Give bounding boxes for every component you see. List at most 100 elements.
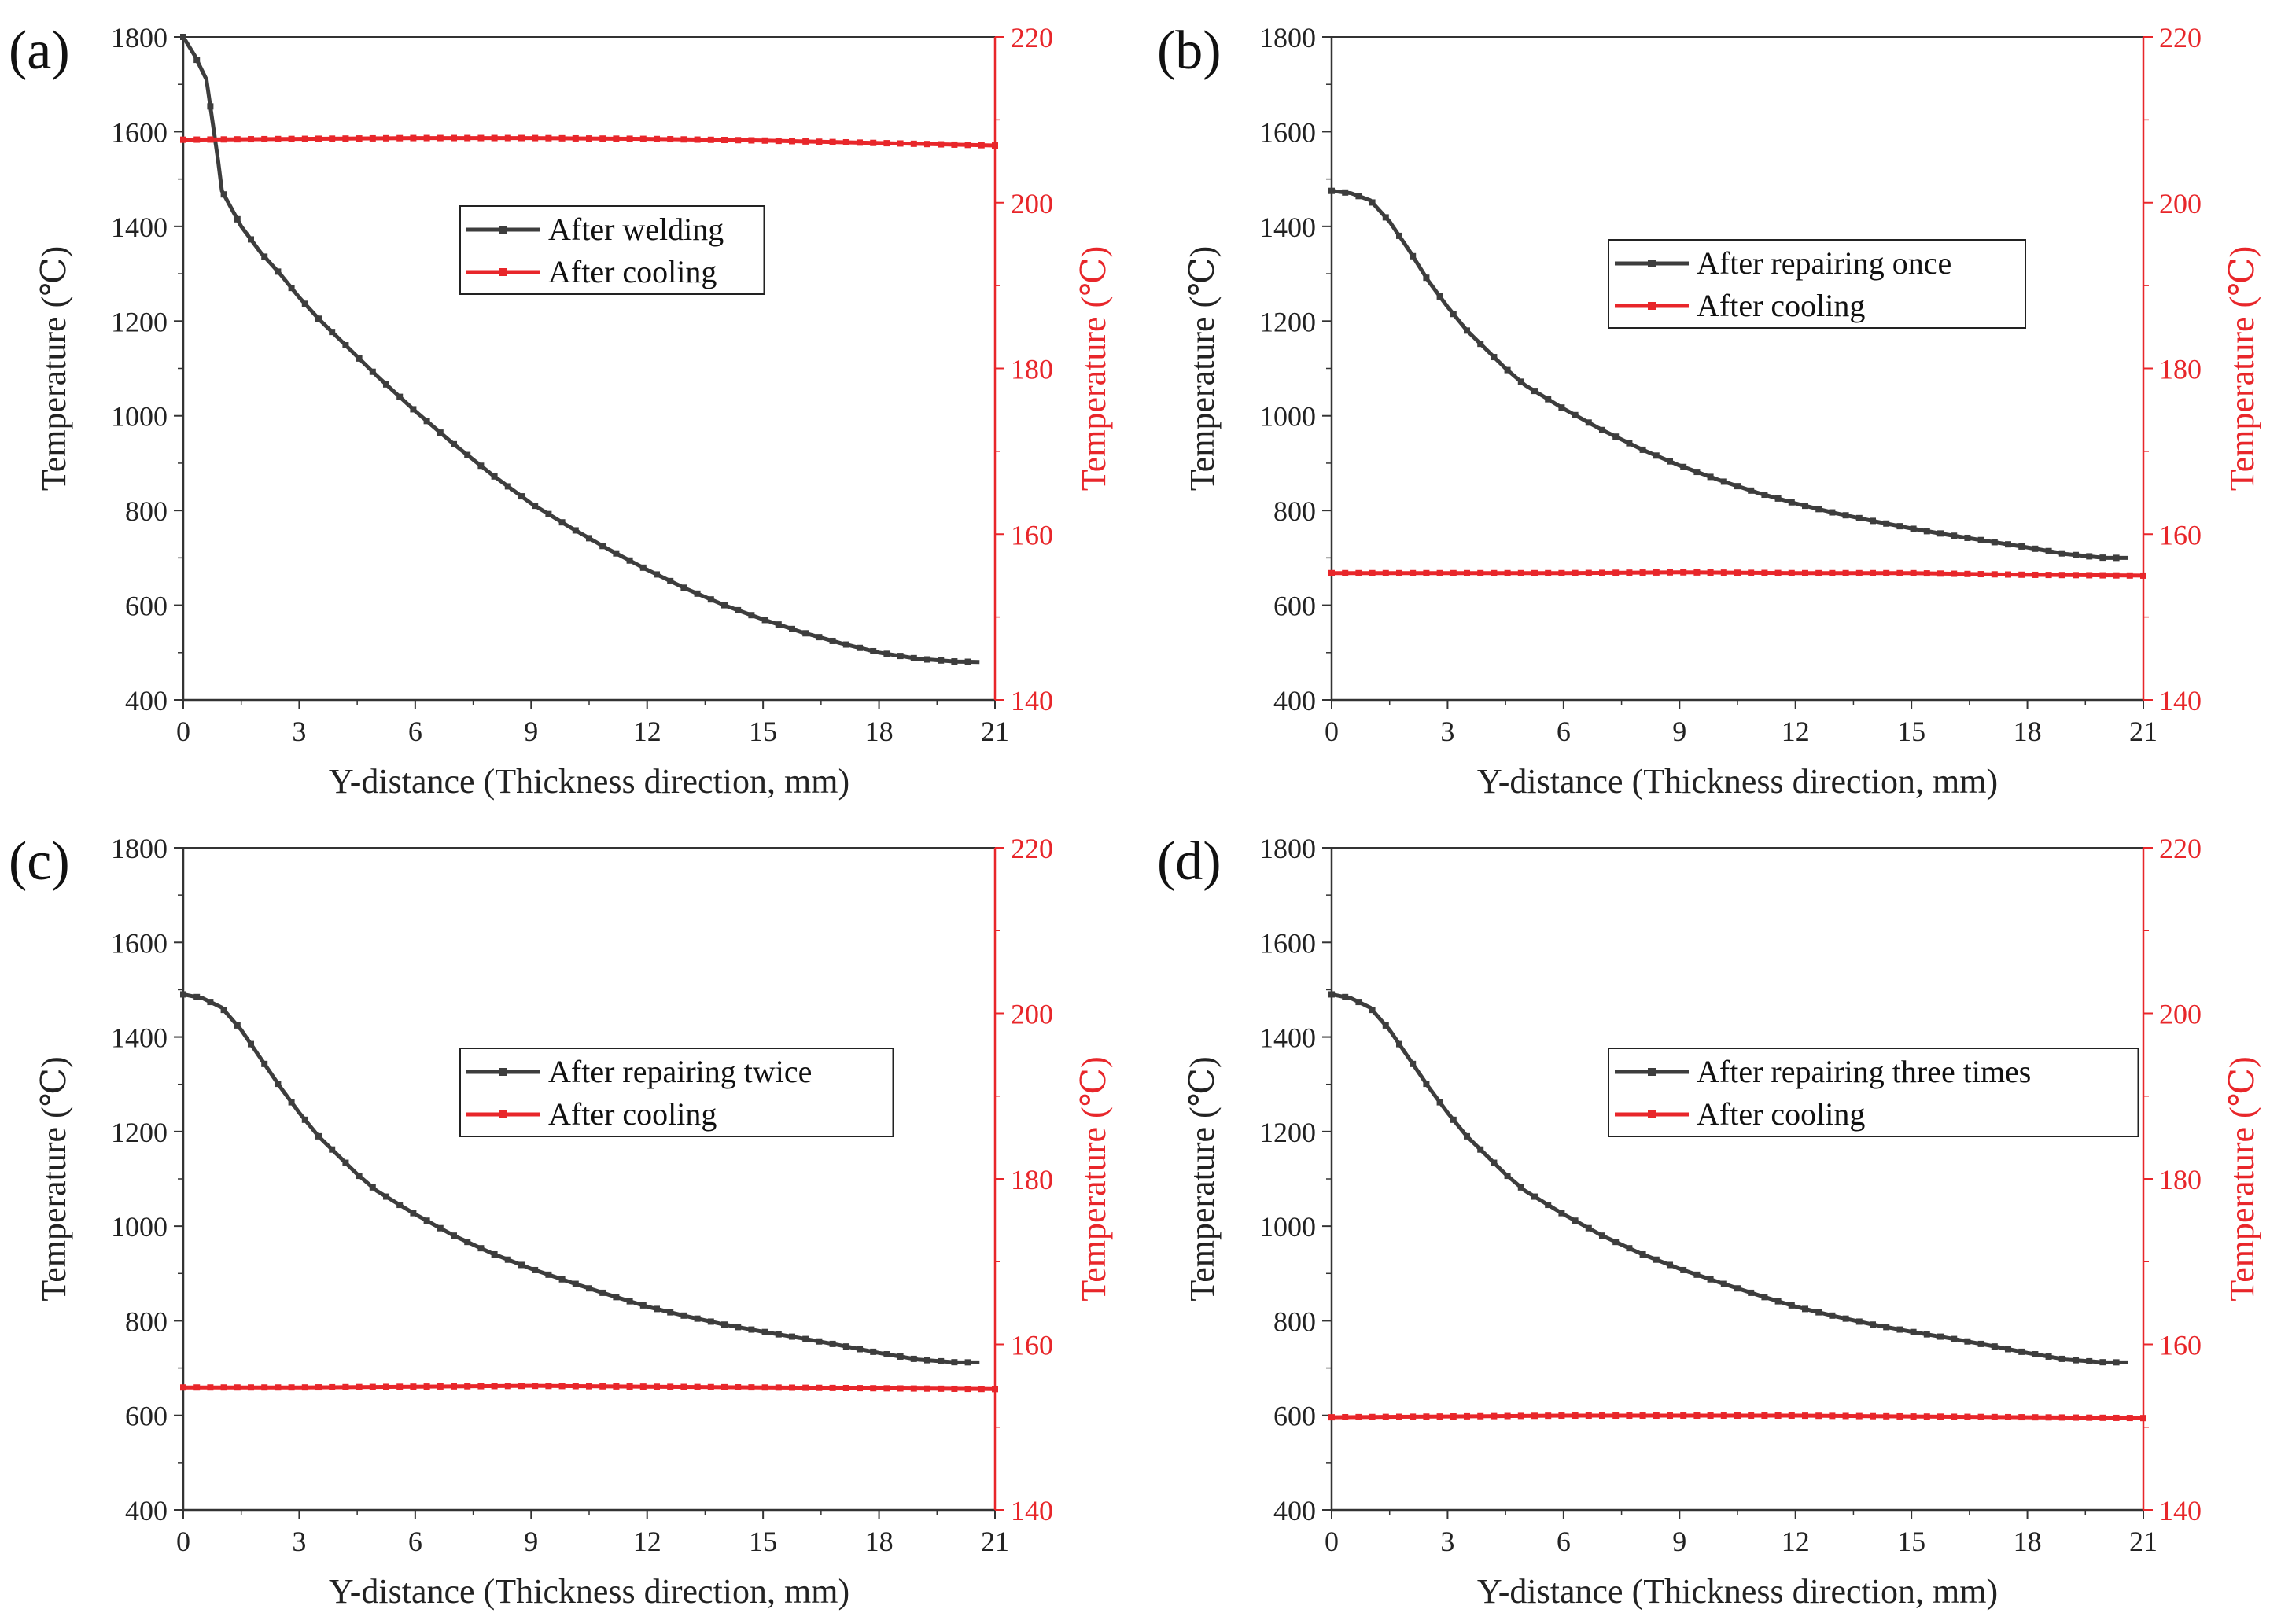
x-tick-label: 21 [2129,716,2158,747]
y-right-tick-label: 180 [2159,354,2202,385]
series-point [1410,1413,1417,1420]
series-point [1720,1280,1727,1287]
series-point [437,1224,444,1232]
y-left-tick-label: 1800 [1259,833,1316,864]
x-tick-label: 12 [633,1526,661,1557]
series-point [1382,214,1389,221]
series-point [735,1324,742,1331]
series-point [2113,1414,2120,1421]
series-point [775,1384,782,1391]
x-tick-label: 9 [524,1526,538,1557]
series-point [1342,569,1349,576]
series-point [883,1385,890,1392]
series-point [639,135,647,142]
series-point [1842,512,1849,519]
series-point [1734,1285,1741,1292]
series-point [1558,569,1565,576]
series-point [1991,571,1998,578]
series-point [2032,545,2039,552]
legend-box [459,1048,894,1137]
x-tick-label: 21 [981,1526,1009,1557]
legend: After welding After cooling [459,205,765,295]
series-point [1464,1412,1470,1420]
y-left-tick-label: 1200 [1259,306,1316,337]
series-point [1667,1261,1673,1269]
series-point [477,462,485,470]
series-point [464,134,471,142]
series-point [1693,1271,1701,1278]
series-point [1531,569,1538,576]
series-point [951,1359,958,1366]
series-point [707,136,714,143]
series-point [410,406,417,413]
legend-label: After cooling [548,254,717,289]
series-point [558,134,566,142]
series-point [1761,1412,1768,1420]
series-point [1531,1412,1538,1420]
series-point [680,136,687,143]
series-point [761,137,768,144]
series-point [1382,1413,1389,1420]
series-point [1680,1412,1687,1420]
y-left-tick-label: 1800 [111,833,168,864]
series-point [1680,463,1687,470]
series-point [1436,293,1443,300]
y-right-tick-label: 160 [1011,1330,1053,1361]
series-point [761,1384,768,1391]
series-point [978,142,985,149]
series-point [1734,1412,1741,1420]
x-tick-label: 15 [1897,1526,1925,1557]
series-point [1572,1217,1579,1224]
series-point [870,1385,877,1392]
series-point [1923,1331,1930,1338]
series-point [288,135,295,142]
y-left-tick-label: 1200 [111,306,168,337]
series-point [329,329,336,336]
series-point [1612,1239,1620,1246]
series-point [992,142,998,149]
series-point [910,1355,917,1362]
x-axis-title: Y-distance (Thickness direction, mm) [1477,1572,1998,1611]
series-point [775,138,782,145]
series-point [1910,1328,1917,1335]
series-point [680,584,687,591]
series-point [1545,396,1552,403]
series-point [1450,1116,1457,1123]
series-point [2032,1414,2039,1421]
y-left-tick-label: 800 [125,495,168,527]
series-point [694,1315,701,1322]
panel-label: (c) [9,831,70,892]
y-right-tick-label: 180 [2159,1164,2202,1195]
y-right-tick-label: 220 [1011,22,1053,53]
series-point [180,991,186,998]
series-point [816,634,823,641]
series-point [1517,1184,1524,1191]
series-point [342,135,349,142]
series-point [451,134,457,142]
series-point [1517,378,1524,385]
series-point [1355,1413,1362,1420]
series-point [1639,446,1646,453]
series-point [735,1384,742,1391]
series-point [2045,1353,2052,1360]
series-point [802,1384,809,1391]
x-tick-label: 3 [292,716,306,747]
series-point [423,418,430,425]
series-point [356,355,363,362]
series-point [1653,1412,1660,1420]
series-point [383,134,389,142]
series-point [1410,569,1417,576]
series-point [1504,1412,1511,1420]
series-point [180,136,186,143]
series-point [992,1386,998,1393]
series-point [951,1385,958,1392]
series-point [234,136,241,143]
series-point [2058,572,2065,579]
series-point [1829,569,1836,576]
series-point [2018,1348,2025,1355]
series-point [775,621,782,628]
series-point [301,300,308,307]
series-point [1870,517,1876,525]
series-point [329,1146,336,1153]
series-point [694,590,701,597]
